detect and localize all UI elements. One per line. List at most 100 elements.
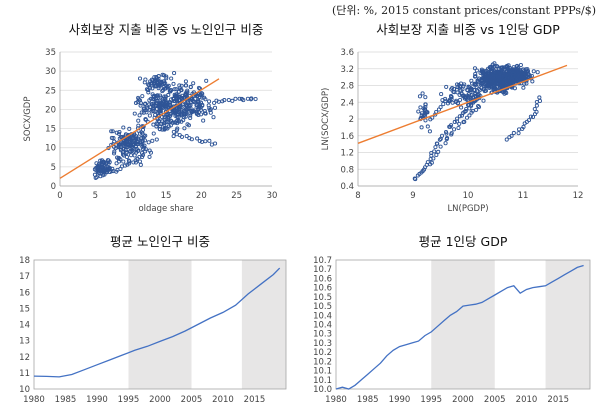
data-point xyxy=(450,100,455,105)
data-point xyxy=(95,165,100,170)
data-point xyxy=(427,129,432,134)
data-point xyxy=(495,64,500,69)
data-point xyxy=(438,144,443,149)
data-point xyxy=(191,81,196,86)
x-tick-label: 1980 xyxy=(23,395,45,405)
data-point xyxy=(441,102,446,107)
data-point xyxy=(530,79,535,84)
data-point xyxy=(470,81,475,86)
data-point xyxy=(443,129,449,135)
data-point xyxy=(487,67,492,72)
x-tick-label: 0 xyxy=(57,191,62,201)
trend-line xyxy=(59,78,220,179)
data-point xyxy=(100,169,106,174)
x-tick-label: 1985 xyxy=(357,395,379,405)
data-point xyxy=(112,149,117,154)
shaded-period xyxy=(431,260,495,389)
x-tick-label: 2010 xyxy=(212,395,234,405)
data-point xyxy=(139,151,145,156)
data-point xyxy=(148,81,153,86)
data-point xyxy=(138,162,143,167)
data-point xyxy=(491,74,496,79)
y-tick-label: 15 xyxy=(45,125,56,135)
data-point xyxy=(151,131,156,136)
data-point xyxy=(449,131,454,136)
data-point xyxy=(519,77,524,82)
data-point xyxy=(514,79,520,84)
data-point xyxy=(482,89,487,94)
data-point xyxy=(147,98,152,103)
y-tick-label: 20 xyxy=(45,105,56,115)
y-tick-label: 10.0 xyxy=(313,385,332,395)
data-point xyxy=(140,144,145,149)
line-chart-oldage: 평균 노인인구 비중 10 11 12 13 14 15 16 17 18 1980 1985 1990… xyxy=(19,234,287,405)
data-point xyxy=(133,100,139,105)
data-point xyxy=(133,160,138,165)
data-point xyxy=(104,160,109,165)
data-point xyxy=(420,91,425,96)
data-point xyxy=(171,96,176,101)
x-tick-label: 2015 xyxy=(244,395,266,405)
data-point xyxy=(183,79,188,84)
data-point xyxy=(184,83,189,88)
data-point xyxy=(123,148,128,153)
y-tick-label: 13 xyxy=(19,337,30,347)
data-point xyxy=(147,154,152,159)
data-point xyxy=(439,92,444,97)
data-point xyxy=(482,68,487,73)
data-point xyxy=(528,114,533,119)
data-point xyxy=(515,70,520,76)
data-point xyxy=(147,113,152,118)
data-point xyxy=(162,81,167,86)
data-point xyxy=(521,72,526,77)
data-point xyxy=(208,107,213,112)
data-point xyxy=(425,160,430,165)
series-line xyxy=(335,264,584,390)
y-tick-label: 25 xyxy=(45,86,56,96)
data-point xyxy=(504,64,509,69)
data-point xyxy=(195,136,200,141)
data-point xyxy=(99,160,104,165)
data-point xyxy=(186,123,191,128)
y-tick-label: 18 xyxy=(19,256,30,266)
data-point xyxy=(459,91,464,96)
data-point xyxy=(163,100,168,105)
data-point xyxy=(455,101,460,106)
data-point xyxy=(504,137,509,142)
data-point xyxy=(146,140,151,145)
data-point xyxy=(132,153,137,158)
data-point xyxy=(416,109,421,114)
data-point xyxy=(166,92,171,98)
data-point xyxy=(456,125,461,131)
data-point xyxy=(526,118,532,123)
data-point xyxy=(200,95,205,100)
data-point xyxy=(116,131,121,136)
data-point xyxy=(212,105,218,110)
y-axis-label: SOCX/GDP xyxy=(23,97,33,142)
data-point xyxy=(179,134,185,139)
data-point xyxy=(437,137,442,142)
data-point xyxy=(253,97,258,102)
data-point xyxy=(469,93,474,98)
data-point xyxy=(119,147,124,152)
data-point xyxy=(203,97,208,102)
x-tick-label: 25 xyxy=(231,191,242,201)
data-point xyxy=(431,156,436,161)
data-point xyxy=(137,98,142,103)
data-point xyxy=(179,108,184,113)
y-tick-label: 5 xyxy=(51,163,56,173)
data-point xyxy=(472,74,478,79)
data-point xyxy=(102,172,107,177)
data-point xyxy=(455,116,460,121)
y-axis-label: LN(SOCX/GDP) xyxy=(321,88,331,151)
data-point xyxy=(116,156,121,161)
data-point xyxy=(140,139,145,144)
x-tick-label: 1995 xyxy=(118,395,140,405)
data-point xyxy=(129,143,134,148)
data-point xyxy=(168,113,173,118)
y-tick-label: 10.6 xyxy=(313,274,332,284)
y-tick-label: 3.2 xyxy=(340,65,354,75)
data-point xyxy=(499,65,504,70)
data-point xyxy=(530,114,536,120)
data-point xyxy=(126,142,131,147)
